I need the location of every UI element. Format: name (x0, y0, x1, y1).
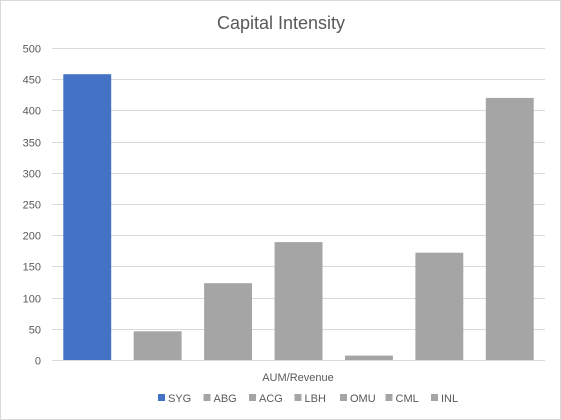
legend-swatch (340, 394, 347, 401)
chart-title: Capital Intensity (217, 13, 345, 33)
y-tick-label: 50 (29, 325, 41, 337)
y-tick-label: 250 (23, 200, 41, 212)
legend-item-abg: ABG (203, 393, 237, 405)
bar-lbh (274, 242, 323, 360)
legend: SYG ABG ACG LBH OMU CML INL (158, 393, 458, 405)
bar-abg (133, 331, 182, 360)
bar-acg (204, 283, 252, 360)
y-tick-label: 500 (23, 44, 41, 56)
legend-item-omu: OMU (340, 393, 376, 405)
legend-swatch (385, 394, 393, 401)
legend-label: CML (396, 393, 419, 405)
legend-item-cml: CML (385, 393, 419, 405)
gridlines (52, 48, 545, 330)
legend-item-inl: INL (431, 393, 458, 405)
y-tick-label: 0 (35, 356, 41, 368)
bar-cml (415, 252, 464, 360)
legend-label: ACG (259, 393, 283, 405)
legend-swatch (158, 394, 165, 401)
x-axis-title: AUM/Revenue (262, 372, 334, 384)
legend-label: SYG (168, 393, 191, 405)
y-tick-label: 450 (23, 75, 41, 87)
bar-inl (485, 97, 534, 361)
y-axis-ticks: 0 50 100 150 200 250 300 350 400 450 500 (23, 44, 41, 368)
bar-syg (63, 74, 112, 360)
bar-omu (345, 355, 393, 360)
y-tick-label: 150 (23, 262, 41, 274)
legend-item-syg: SYG (158, 393, 191, 405)
legend-label: INL (441, 393, 458, 405)
legend-swatch (249, 394, 256, 401)
y-tick-label: 350 (23, 138, 41, 150)
legend-item-lbh: LBH (294, 393, 326, 405)
legend-label: LBH (305, 393, 326, 405)
legend-label: ABG (214, 393, 237, 405)
legend-swatch (294, 394, 302, 401)
legend-swatch (431, 394, 438, 401)
legend-label: OMU (350, 393, 376, 405)
legend-swatch (203, 394, 211, 401)
y-tick-label: 200 (23, 231, 41, 243)
bars (63, 74, 534, 361)
y-tick-label: 400 (23, 106, 41, 118)
legend-item-acg: ACG (249, 393, 283, 405)
y-tick-label: 300 (23, 169, 41, 181)
y-tick-label: 100 (23, 294, 41, 306)
